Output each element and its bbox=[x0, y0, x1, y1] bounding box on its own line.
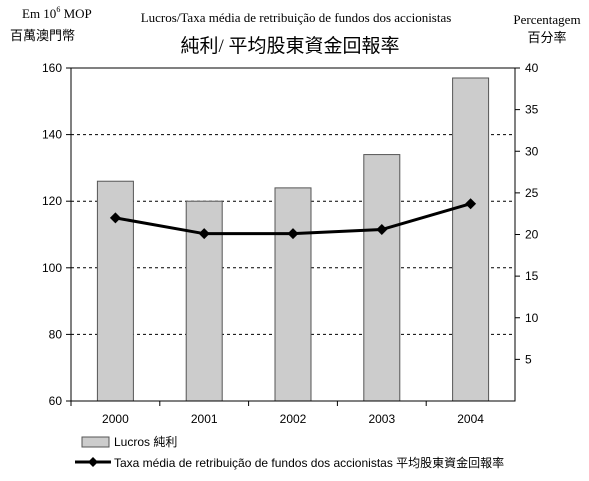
right-tick-label: 30 bbox=[525, 144, 539, 158]
right-tick-label: 15 bbox=[525, 269, 539, 283]
right-axis-label: Percentagem bbox=[513, 12, 580, 27]
chart-subtitle: 純利/ 平均股東資金回報率 bbox=[180, 35, 399, 57]
bar-2002 bbox=[274, 187, 312, 402]
legend-bar-label: Lucros 純利 bbox=[114, 435, 177, 449]
rate-point-2001 bbox=[198, 228, 210, 240]
right-tick-label: 40 bbox=[525, 61, 539, 75]
rate-point-2002 bbox=[287, 228, 299, 240]
left-tick-label: 140 bbox=[42, 128, 62, 142]
right-tick-label: 25 bbox=[525, 186, 539, 200]
left-tick-label: 120 bbox=[42, 194, 62, 208]
left-axis-unit-chinese: 百萬澳門幣 bbox=[10, 28, 75, 43]
right-tick-label: 20 bbox=[525, 228, 539, 242]
right-tick-label: 10 bbox=[525, 311, 539, 325]
right-tick-label: 35 bbox=[525, 103, 539, 117]
tick-labels: 60 80 100 120 140 160 5 10 15 20 25 30 35 40 2000 2001 2… bbox=[42, 61, 539, 426]
legend-line-label: Taxa média de retribuição de fundos dos … bbox=[114, 455, 504, 470]
right-axis-label-chinese: 百分率 bbox=[527, 30, 566, 45]
axes bbox=[66, 67, 520, 406]
x-tick-label: 2004 bbox=[457, 412, 484, 426]
legend: Lucros 純利 Taxa média de retribuição de f… bbox=[75, 435, 504, 470]
bar-2003 bbox=[363, 154, 401, 402]
rate-point-2004 bbox=[465, 198, 477, 210]
rate-point-2003 bbox=[376, 224, 388, 236]
x-tick-label: 2002 bbox=[280, 412, 307, 426]
right-tick-label: 5 bbox=[525, 352, 532, 366]
rate-point-2000 bbox=[109, 212, 121, 224]
legend-line-marker bbox=[88, 457, 98, 467]
x-tick-label: 2000 bbox=[102, 412, 129, 426]
bars bbox=[96, 77, 490, 402]
left-tick-label: 60 bbox=[49, 394, 63, 408]
chart-title: Lucros/Taxa média de retribuição de fund… bbox=[141, 10, 452, 25]
left-axis-unit: Em 106 MOP bbox=[22, 5, 92, 21]
left-tick-label: 80 bbox=[49, 327, 63, 341]
bar-2004 bbox=[452, 77, 490, 402]
x-tick-label: 2003 bbox=[368, 412, 395, 426]
legend-bar-swatch bbox=[81, 436, 110, 448]
left-tick-label: 160 bbox=[42, 61, 62, 75]
x-tick-label: 2001 bbox=[191, 412, 218, 426]
left-tick-label: 100 bbox=[42, 261, 62, 275]
rate-line bbox=[109, 198, 477, 240]
